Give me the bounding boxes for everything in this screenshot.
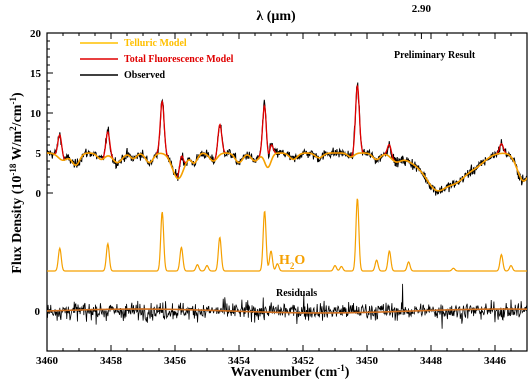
top-axis-title: λ (μm) (256, 9, 296, 24)
x-tick-label: 3446 (484, 355, 507, 367)
residual-zero-tick: 0 (35, 306, 41, 318)
observed-series-line (47, 82, 527, 196)
y-tick-label: 20 (30, 28, 42, 40)
x-tick-label: 3456 (164, 355, 187, 367)
fluorescence-model-line (47, 84, 527, 192)
tick-marks (46, 32, 528, 351)
x-axis-title: Wavenumber (cm-1) (231, 363, 350, 380)
series-clip-group (47, 82, 527, 329)
y-axis-title: Flux Density (10-18 W/m2/cm-1) (8, 92, 25, 274)
legend-label: Telluric Model (124, 38, 187, 49)
series-group (47, 82, 527, 329)
x-tick-label: 3458 (100, 355, 123, 367)
x-tick-label: 3448 (420, 355, 443, 367)
x-tick-label: 3454 (228, 355, 251, 367)
x-tick-label: 3460 (36, 355, 59, 367)
legend: Telluric Model Total Fluorescence Model Ob… (80, 38, 234, 81)
top-tick-label: 2.90 (412, 3, 432, 15)
y-tick-label: 0 (36, 188, 42, 200)
y-tick-label: 15 (30, 68, 42, 80)
x-tick-labels: 3460 3458 3456 3454 3452 3450 3448 3446 (36, 355, 507, 367)
y-tick-label: 10 (30, 108, 42, 120)
y-tick-label: 5 (36, 148, 42, 160)
telluric-model-line (47, 152, 527, 192)
x-tick-label: 3452 (292, 355, 315, 367)
x-tick-label: 3450 (356, 355, 379, 367)
h2o-model-line (47, 198, 527, 272)
residuals-label: Residuals (276, 288, 317, 299)
residual-fit-line (47, 308, 527, 314)
h2o-label: H2O (279, 253, 305, 271)
legend-label: Total Fluorescence Model (124, 54, 234, 65)
plot-frame (46, 32, 528, 352)
plot-border (46, 32, 528, 352)
preliminary-result-label: Preliminary Result (394, 50, 476, 61)
y-tick-labels: 20 15 10 5 0 (30, 28, 42, 200)
legend-label: Observed (124, 70, 166, 81)
